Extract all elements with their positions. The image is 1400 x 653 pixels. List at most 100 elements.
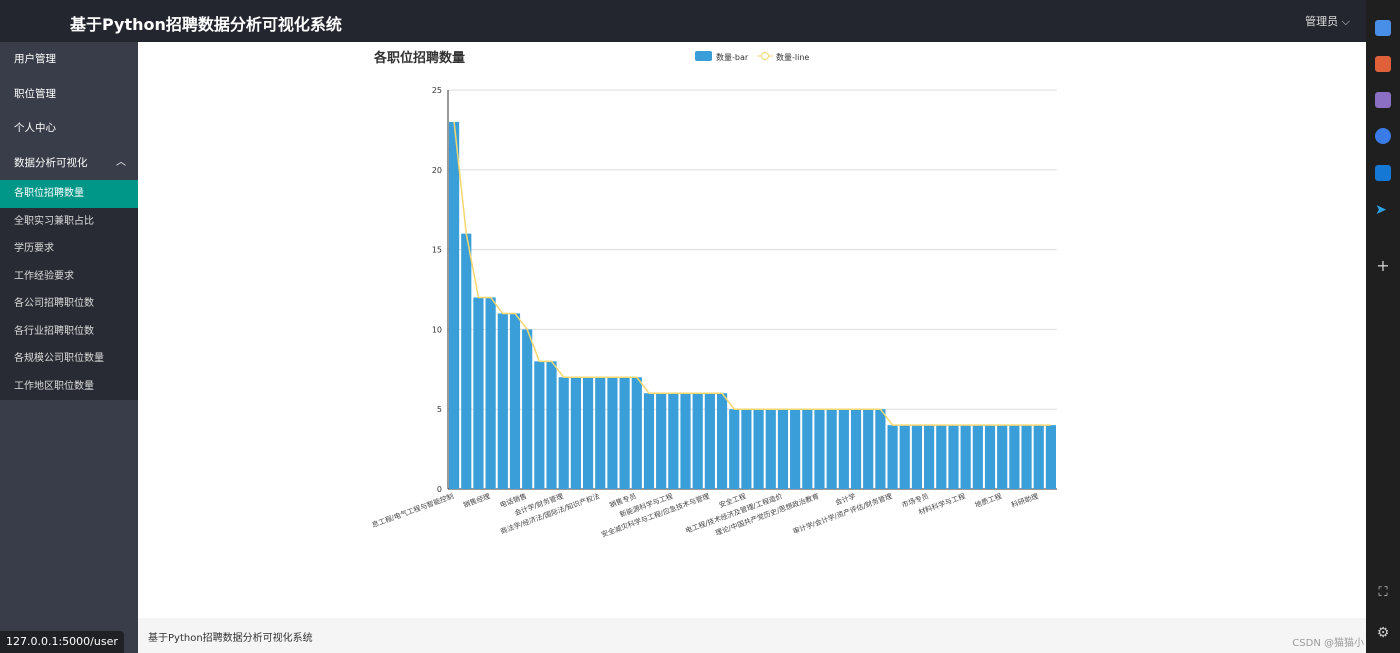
bar[interactable]: [729, 409, 740, 489]
bar[interactable]: [716, 393, 728, 489]
toolbox-icon[interactable]: [1375, 56, 1391, 72]
legend-line-label[interactable]: 数量-line: [776, 52, 809, 62]
bar[interactable]: [863, 409, 874, 489]
bar[interactable]: [607, 377, 618, 489]
bar[interactable]: [887, 425, 898, 489]
bar[interactable]: [936, 425, 947, 489]
add-icon[interactable]: +: [1376, 256, 1390, 275]
screenshot-icon[interactable]: ⛶: [1378, 585, 1388, 600]
bar[interactable]: [838, 409, 849, 489]
x-tick-label: 销售经理: [462, 491, 491, 509]
sidebar-item-visualization[interactable]: 数据分析可视化 ︿: [0, 146, 138, 181]
legend-bar-label[interactable]: 数量-bar: [716, 52, 749, 62]
bar[interactable]: [497, 313, 508, 489]
bar[interactable]: [534, 361, 545, 489]
y-tick-label: 10: [432, 325, 442, 334]
browser-sidebar: ➤ + ⛶ ⚙: [1366, 0, 1400, 653]
sub-item-region[interactable]: 工作地区职位数量: [14, 380, 94, 392]
bar[interactable]: [948, 425, 959, 489]
bar[interactable]: [875, 409, 886, 489]
y-tick-label: 25: [432, 86, 442, 95]
sub-item-company-size[interactable]: 各规模公司职位数量: [14, 353, 104, 364]
bar[interactable]: [960, 425, 971, 489]
x-tick-label: 地质工程: [973, 491, 1002, 509]
bar[interactable]: [802, 409, 813, 489]
bar[interactable]: [850, 409, 862, 489]
legend-bar-swatch[interactable]: [695, 51, 712, 61]
bar[interactable]: [582, 377, 594, 489]
bar[interactable]: [765, 409, 776, 489]
sidebar-item-label: 数据分析可视化: [14, 156, 88, 169]
bar[interactable]: [704, 393, 715, 489]
bar[interactable]: [570, 377, 581, 489]
sub-item-jobtype-ratio[interactable]: 全职实习兼职占比: [14, 215, 94, 227]
tag-icon[interactable]: [1375, 20, 1391, 36]
bar[interactable]: [777, 409, 789, 489]
bar[interactable]: [680, 393, 691, 489]
bar[interactable]: [619, 377, 630, 489]
chevron-down-icon: ⌵: [1341, 15, 1350, 28]
series-line: [453, 121, 1051, 426]
bar[interactable]: [449, 121, 460, 490]
y-tick-label: 15: [432, 246, 442, 255]
bar[interactable]: [1021, 425, 1032, 489]
bar[interactable]: [972, 425, 983, 489]
bar[interactable]: [899, 425, 910, 489]
bar[interactable]: [485, 297, 496, 489]
legend-line-marker: [761, 52, 769, 60]
sidebar-submenu: 各职位招聘数量 全职实习兼职占比 学历要求 工作经验要求 各公司招聘职位数 各行…: [0, 180, 138, 400]
settings-icon[interactable]: ⚙: [1376, 625, 1390, 641]
bar[interactable]: [997, 425, 1008, 489]
sidebar: 用户管理 职位管理 个人中心 数据分析可视化 ︿ 各职位招聘数量 全职实习兼职占比…: [0, 42, 138, 653]
bar[interactable]: [1045, 425, 1056, 489]
job-count-chart: 各职位招聘数量 数量-bar 数量-line 0 5 10 15 20 25 息工程/电气工…: [371, 50, 1057, 539]
bar[interactable]: [509, 313, 521, 489]
sub-item-education[interactable]: 学历要求: [14, 243, 54, 254]
send-icon[interactable]: ➤: [1375, 202, 1387, 218]
status-url: 127.0.0.1:5000/user: [0, 631, 124, 653]
copilot-icon[interactable]: [1375, 128, 1391, 144]
chess-icon[interactable]: [1375, 92, 1391, 108]
sub-item-job-counts[interactable]: 各职位招聘数量: [0, 180, 138, 208]
x-tick-label: 息工程/电气工程与智能控制: [371, 491, 455, 529]
bar[interactable]: [631, 377, 642, 489]
bar[interactable]: [546, 361, 557, 489]
bar[interactable]: [924, 425, 935, 489]
bar[interactable]: [790, 409, 801, 489]
top-header: 基于Python招聘数据分析可视化系统 管理员 ⌵: [0, 0, 1366, 42]
x-tick-label: 科研助理: [1010, 491, 1039, 509]
sidebar-item-profile[interactable]: 个人中心: [14, 122, 56, 134]
bar[interactable]: [522, 329, 533, 489]
bar[interactable]: [814, 409, 825, 489]
bar[interactable]: [558, 377, 569, 489]
bar[interactable]: [1033, 425, 1044, 489]
bar[interactable]: [656, 393, 667, 489]
app-title: 基于Python招聘数据分析可视化系统: [70, 15, 342, 34]
bar[interactable]: [911, 425, 923, 489]
sub-item-experience[interactable]: 工作经验要求: [14, 270, 74, 282]
user-name: 管理员: [1305, 15, 1339, 28]
outlook-icon[interactable]: [1375, 165, 1391, 181]
bar[interactable]: [984, 425, 996, 489]
bar[interactable]: [461, 233, 472, 489]
bar[interactable]: [473, 297, 484, 489]
user-menu[interactable]: 管理员 ⌵: [1305, 13, 1350, 29]
bar[interactable]: [826, 409, 837, 489]
chevron-up-icon: ︿: [116, 156, 126, 168]
y-tick-label: 0: [437, 485, 442, 494]
chart-title: 各职位招聘数量: [373, 50, 465, 66]
bar[interactable]: [692, 393, 703, 489]
x-tick-label: 会计学: [834, 491, 857, 507]
bar[interactable]: [643, 393, 655, 489]
bar[interactable]: [753, 409, 764, 489]
bar[interactable]: [595, 377, 606, 489]
bar[interactable]: [741, 409, 752, 489]
sidebar-item-jobs[interactable]: 职位管理: [14, 87, 56, 100]
y-tick-label: 20: [432, 166, 442, 175]
sub-item-company-jobs[interactable]: 各公司招聘职位数: [14, 298, 94, 309]
bar[interactable]: [1009, 425, 1020, 489]
watermark: CSDN @猫猫小: [1292, 638, 1364, 649]
sub-item-industry-jobs[interactable]: 各行业招聘职位数: [14, 325, 94, 337]
sidebar-item-users[interactable]: 用户管理: [14, 53, 56, 65]
bar[interactable]: [668, 393, 679, 489]
